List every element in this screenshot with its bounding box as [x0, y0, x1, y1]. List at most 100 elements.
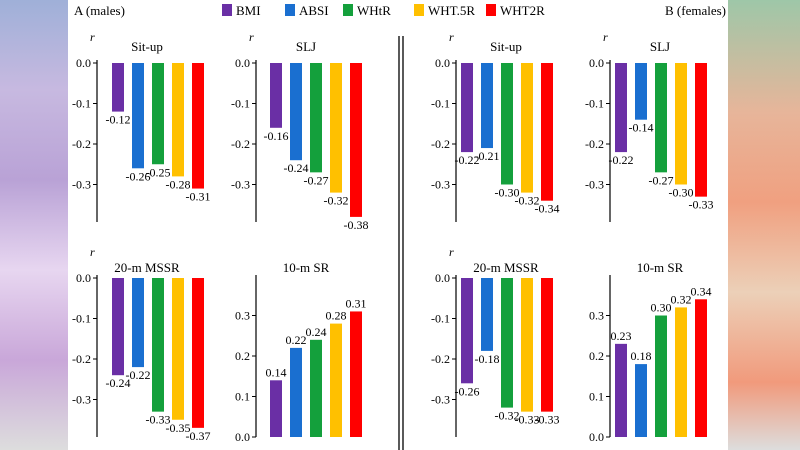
bar-bmi — [112, 278, 124, 376]
data-label: 0.31 — [346, 296, 367, 310]
legend-swatch-absi — [285, 4, 295, 16]
y-tick-label: -0.1 — [431, 97, 450, 111]
y-tick-label: -0.2 — [231, 137, 250, 151]
chart-title: Sit-up — [131, 39, 163, 54]
bar-absi — [481, 278, 493, 351]
bar-whtr — [501, 63, 513, 185]
bar-absi — [481, 63, 493, 149]
label-males: A (males) — [74, 3, 125, 18]
data-label: -0.33 — [689, 198, 714, 212]
data-label: -0.38 — [344, 218, 369, 232]
y-tick-label: 0.0 — [589, 430, 604, 444]
y-tick-label: 0.1 — [235, 390, 250, 404]
y-tick-label: -0.3 — [431, 393, 450, 407]
data-label: -0.21 — [475, 149, 500, 163]
chart-1-sit-up: Sit-upr0.0-0.1-0.2-0.3-0.12-0.26-0.25-0.… — [72, 30, 211, 222]
bar-wht5r — [675, 63, 687, 185]
bar-bmi — [270, 380, 282, 437]
bar-wht2r — [350, 311, 362, 437]
bar-wht5r — [172, 278, 184, 420]
data-label: -0.32 — [324, 194, 349, 208]
bar-absi — [290, 347, 302, 437]
y-tick-label: -0.2 — [585, 137, 604, 151]
data-label: -0.18 — [475, 352, 500, 366]
chart-4-slj: SLJ r 0.0 -0.1 -0.2 -0.3 -0.22 -0.14 -0.27-0.30-… — [585, 30, 714, 222]
data-label: -0.37 — [186, 429, 211, 443]
legend-label-whtr: WHtR — [357, 3, 391, 18]
bar-absi — [132, 63, 144, 169]
bar-wht2r — [350, 63, 362, 217]
data-label: 0.30 — [651, 301, 672, 315]
y-tick-label: 0.0 — [76, 271, 91, 285]
data-label: 0.32 — [671, 292, 692, 306]
y-tick-label: 0.0 — [235, 56, 250, 70]
bar-whtr — [310, 339, 322, 437]
y-tick-label: -0.3 — [231, 178, 250, 192]
y-tick-label: -0.2 — [431, 137, 450, 151]
y-tick-label: -0.1 — [431, 312, 450, 326]
data-label: 0.23 — [611, 329, 632, 343]
y-axis-label: r — [249, 30, 254, 44]
data-label: -0.30 — [669, 186, 694, 200]
charts: Sit-upr0.0-0.1-0.2-0.3-0.12-0.26-0.25-0.… — [72, 30, 714, 444]
bar-wht5r — [521, 278, 533, 412]
chart-2-slj: SLJ r 0.0 -0.1 -0.2 -0.3 -0.16 -0.24-0.27 -0.32 -… — [231, 30, 369, 232]
data-label: -0.14 — [629, 121, 654, 135]
background-right — [725, 0, 800, 450]
data-label: -0.35 — [166, 421, 191, 435]
data-label: -0.22 — [609, 153, 634, 167]
chart-title: 20-m MSSR — [114, 260, 180, 275]
data-label: 0.34 — [691, 284, 712, 298]
bar-whtr — [152, 278, 164, 412]
data-label: -0.24 — [284, 161, 309, 175]
bar-wht2r — [541, 278, 553, 412]
data-label: -0.26 — [126, 169, 151, 183]
bar-wht2r — [192, 63, 204, 189]
y-axis-label: r — [90, 30, 95, 44]
chart-8-10-m-sr: 10-m SR 0.0 0.1 0.2 0.3 0.23 0.18 0.300.320.34 — [589, 260, 712, 444]
legend-swatch-wht2r — [486, 4, 496, 16]
legend: BMI ABSI WHtR WHT.5R WHT2R — [222, 3, 545, 18]
bar-whtr — [655, 63, 667, 173]
background-left — [0, 0, 70, 450]
y-tick-label: -0.1 — [72, 312, 91, 326]
chart-title: SLJ — [650, 39, 670, 54]
data-label: 0.28 — [326, 309, 347, 323]
chart-7-20-m-mssr: 20-m MSSR r 0.0 -0.1 -0.2 -0.3 -0.26 -0.18 -0.32… — [431, 245, 560, 437]
chart-6-10-m-sr: 10-m SR 0.0 0.1 0.2 0.3 0.14 0.220.24 0.280.31 — [235, 260, 367, 444]
bar-bmi — [461, 63, 473, 153]
bar-wht5r — [330, 323, 342, 437]
data-label: -0.33 — [535, 413, 560, 427]
chart-title: 20-m MSSR — [473, 260, 539, 275]
data-label: 0.14 — [266, 365, 287, 379]
chart-5-20-m-mssr: 20-m MSSR r 0.0 -0.1 -0.2 -0.3 -0.24-0.22 -0.33… — [72, 245, 211, 443]
bar-wht5r — [675, 307, 687, 437]
y-tick-label: -0.1 — [585, 97, 604, 111]
bar-absi — [635, 63, 647, 120]
chart-title: Sit-up — [490, 39, 522, 54]
y-tick-label: -0.1 — [231, 97, 250, 111]
legend-label-wht2r: WHT2R — [500, 3, 545, 18]
label-females: B (females) — [665, 3, 726, 18]
y-tick-label: 0.0 — [235, 430, 250, 444]
y-tick-label: 0.0 — [589, 56, 604, 70]
bar-whtr — [310, 63, 322, 173]
data-label: -0.25 — [146, 165, 171, 179]
bar-bmi — [615, 343, 627, 437]
data-label: -0.27 — [649, 173, 674, 187]
bar-bmi — [461, 278, 473, 384]
bar-wht5r — [172, 63, 184, 177]
bar-wht2r — [192, 278, 204, 428]
data-label: -0.30 — [495, 186, 520, 200]
bar-bmi — [615, 63, 627, 153]
data-label: -0.32 — [515, 194, 540, 208]
data-label: 0.18 — [631, 349, 652, 363]
data-label: -0.32 — [495, 409, 520, 423]
y-tick-label: -0.2 — [72, 137, 91, 151]
data-label: -0.24 — [106, 376, 131, 390]
y-tick-label: 0.3 — [589, 309, 604, 323]
bar-whtr — [501, 278, 513, 408]
y-tick-label: 0.0 — [435, 271, 450, 285]
data-label: 0.24 — [306, 325, 327, 339]
